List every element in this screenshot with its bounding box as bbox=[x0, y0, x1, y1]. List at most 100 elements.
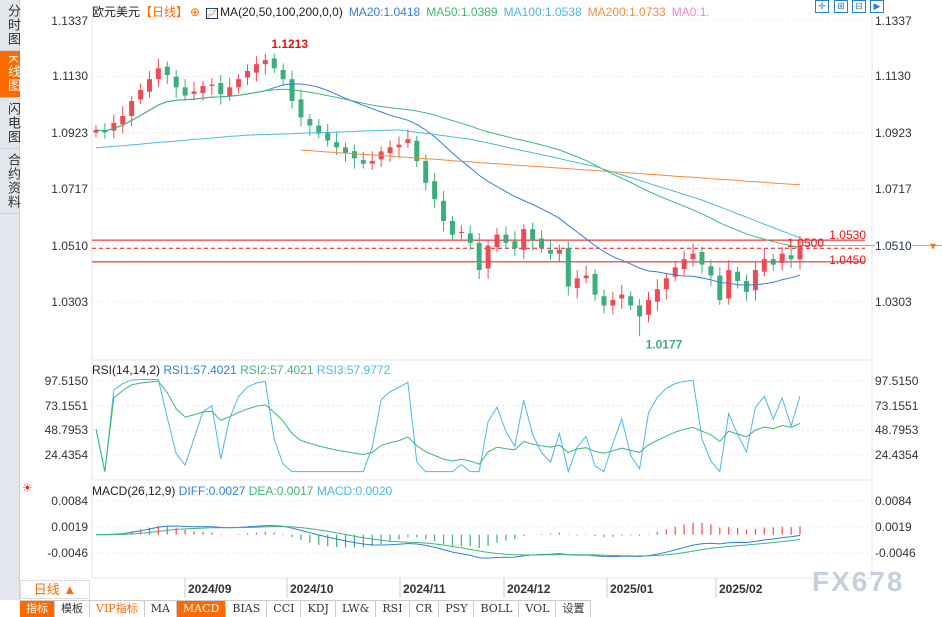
ma-indicator-icon[interactable]: 📈 bbox=[206, 8, 219, 19]
candle-up bbox=[672, 267, 678, 277]
candle-up bbox=[209, 84, 215, 86]
settings-icon[interactable]: ⊕ bbox=[190, 5, 201, 19]
tick-label: 1.1337 bbox=[51, 14, 88, 28]
sidebar-item-flash[interactable]: 闪电图 bbox=[0, 98, 21, 149]
tab-rsi[interactable]: RSI bbox=[376, 601, 410, 617]
tab-boll[interactable]: BOLL bbox=[474, 601, 520, 617]
candle-up bbox=[200, 85, 206, 94]
indicator-tabs: 指标 模板 VIP指标 MA MACD BIAS CCI KDJ LW& RSI CR PSY BOLL… bbox=[20, 600, 592, 617]
candle-up bbox=[779, 253, 785, 263]
candle-down bbox=[708, 266, 714, 276]
candle-down bbox=[735, 271, 741, 281]
current-price-marker-icon: ▼ bbox=[928, 242, 938, 253]
tab-设置[interactable]: 设置 bbox=[556, 601, 592, 617]
tick-label: 1.0510 bbox=[51, 238, 88, 253]
tab-kdj[interactable]: KDJ bbox=[301, 601, 336, 617]
candle-down bbox=[360, 159, 366, 164]
candle-down bbox=[173, 76, 179, 88]
sidebar-item-contract[interactable]: 合约资料 bbox=[0, 149, 21, 214]
candle-down bbox=[164, 66, 170, 76]
macd-label: MACD(26,12,9) bbox=[92, 484, 176, 498]
macd-value: MACD:0.0020 bbox=[316, 484, 393, 498]
level-label: 1.0450 bbox=[829, 253, 866, 267]
tab-cr[interactable]: CR bbox=[410, 601, 440, 617]
sidebar-item-timeshare[interactable]: 分时图 bbox=[0, 0, 21, 51]
candle-up bbox=[610, 300, 616, 306]
tick-label: 1.1337 bbox=[875, 14, 912, 28]
rsi-label: RSI(14,14,2) bbox=[92, 363, 161, 377]
macd-settings-icon[interactable]: ☀ bbox=[22, 481, 33, 495]
tick-label: 1.0717 bbox=[875, 182, 912, 197]
period-button[interactable]: 日线 ▲ bbox=[20, 580, 90, 599]
candle-up bbox=[761, 259, 767, 272]
ma20-value: MA20:1.0418 bbox=[348, 5, 421, 19]
candle-up bbox=[663, 278, 669, 290]
candle-up bbox=[396, 144, 402, 148]
candle-down bbox=[441, 200, 447, 221]
ma200-line bbox=[300, 149, 801, 186]
tab-ma[interactable]: MA bbox=[145, 601, 177, 617]
candle-down bbox=[414, 140, 420, 161]
candle-down bbox=[218, 82, 224, 95]
x-tick-label: 2024/12 bbox=[507, 582, 551, 596]
zoom-out-icon[interactable]: ⊟ bbox=[852, 0, 866, 13]
sidebar-item-kline[interactable]: K线图 bbox=[0, 51, 21, 98]
candle-up bbox=[574, 278, 580, 289]
tick-label: 1.1130 bbox=[52, 69, 88, 84]
candle-down bbox=[699, 252, 705, 265]
candle-down bbox=[307, 118, 313, 126]
tick-label: 1.1130 bbox=[875, 69, 911, 84]
candle-up bbox=[690, 253, 696, 260]
candle-down bbox=[530, 229, 536, 241]
tick-label: 48.7953 bbox=[875, 423, 919, 438]
candle-up bbox=[654, 289, 660, 302]
candle-down bbox=[592, 273, 598, 295]
tab-psy[interactable]: PSY bbox=[439, 601, 475, 617]
ma0-value: MA0:1. bbox=[671, 5, 710, 19]
candle-up bbox=[521, 229, 527, 250]
candle-up bbox=[619, 294, 625, 299]
diff-line bbox=[95, 525, 801, 559]
tab-macd[interactable]: MACD bbox=[176, 601, 227, 617]
tab-cci[interactable]: CCI bbox=[267, 601, 302, 617]
crosshair-icon[interactable]: ✛ bbox=[815, 0, 829, 13]
candle-down bbox=[316, 125, 322, 134]
candle-up bbox=[726, 270, 732, 299]
tick-label: 1.0923 bbox=[51, 125, 88, 140]
tick-label: 0.0019 bbox=[875, 520, 912, 534]
candle-up bbox=[646, 300, 652, 315]
tab-lw&[interactable]: LW& bbox=[336, 601, 377, 617]
current-price-label: 1.0510 bbox=[875, 238, 912, 253]
tick-label: 97.5150 bbox=[44, 374, 88, 388]
low-price-annotation: 1.0177 bbox=[646, 337, 683, 351]
tab-指标[interactable]: 指标 bbox=[20, 601, 55, 617]
candle-up bbox=[752, 270, 758, 291]
rsi1-value: RSI1:57.4021 bbox=[163, 363, 237, 377]
candle-down bbox=[788, 255, 794, 260]
candle-up bbox=[556, 249, 562, 254]
candle-down bbox=[770, 259, 776, 265]
dea-line bbox=[96, 526, 801, 557]
watermark: FX678 bbox=[812, 566, 905, 597]
tab-vol[interactable]: VOL bbox=[519, 601, 557, 617]
candle-down bbox=[182, 87, 188, 96]
candle-up bbox=[405, 139, 411, 143]
candle-up bbox=[244, 70, 250, 78]
candle-up bbox=[583, 275, 589, 279]
move-right-icon[interactable]: ▶ bbox=[870, 0, 884, 13]
tick-label: 48.7953 bbox=[44, 423, 88, 438]
zoom-in-icon[interactable]: ⊞ bbox=[834, 0, 848, 13]
candle-up bbox=[681, 259, 687, 269]
candle-up bbox=[369, 160, 375, 164]
tab-模板[interactable]: 模板 bbox=[55, 601, 90, 617]
tab-vip指标[interactable]: VIP指标 bbox=[90, 601, 145, 617]
high-price-annotation: 1.1213 bbox=[271, 37, 308, 51]
ma100-line bbox=[95, 129, 801, 239]
candle-down bbox=[539, 238, 545, 249]
candle-up bbox=[262, 60, 268, 65]
candle-down bbox=[334, 142, 340, 148]
rsi-legend: RSI(14,14,2) RSI1:57.4021 RSI2:57.4021 R… bbox=[92, 363, 390, 377]
candle-down bbox=[512, 241, 518, 249]
tab-bias[interactable]: BIAS bbox=[226, 601, 268, 617]
